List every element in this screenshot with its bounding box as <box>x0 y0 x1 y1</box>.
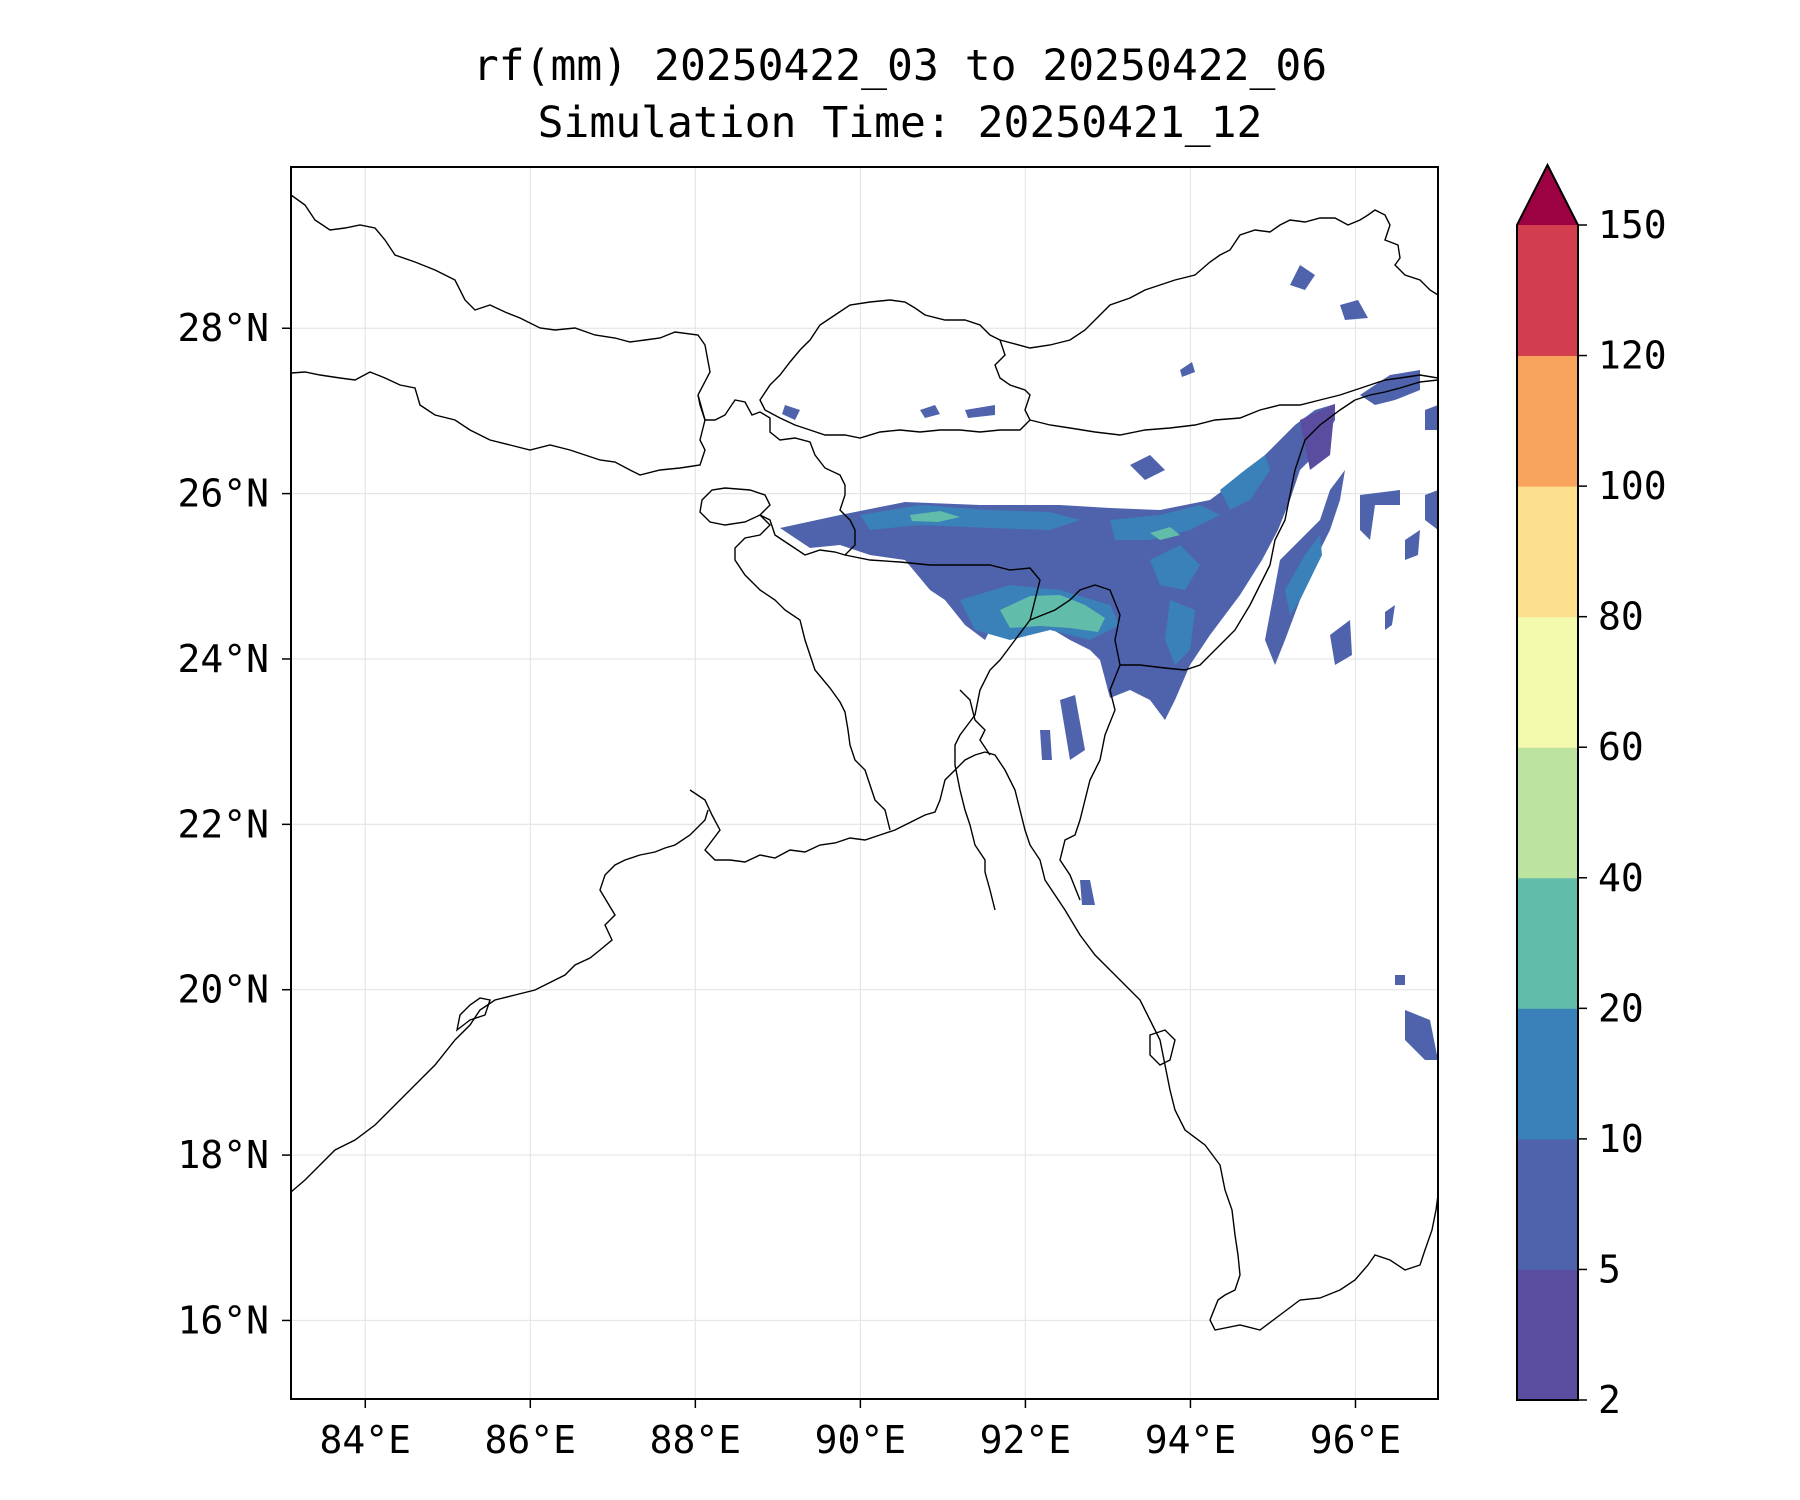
rain-band-5 <box>780 404 1335 720</box>
rain-band-20 <box>1000 595 1105 632</box>
lat-tick-label: 18°N <box>177 1133 269 1177</box>
border-myanmar-china <box>1354 379 1438 401</box>
rain-band-5 <box>1395 975 1405 985</box>
rain-band-5 <box>1330 620 1352 665</box>
coastline-borders <box>291 194 1438 1331</box>
colorbar-tick-label: 10 <box>1598 1117 1644 1161</box>
colorbar-extend-arrow <box>1517 165 1578 225</box>
colorbar: 2 5 10 20 40 60 80 100 120 150 <box>1516 162 1667 1422</box>
rain-band-5 <box>1290 265 1315 290</box>
lon-ticks: 84°E 86°E 88°E 90°E 92°E 94°E 96°E <box>320 1399 1402 1462</box>
colorbar-tick-label: 40 <box>1598 856 1644 900</box>
map-frame <box>290 166 1439 1400</box>
lat-tick-label: 28°N <box>177 306 269 350</box>
colorbar-segment <box>1517 1269 1578 1401</box>
rain-band-5 <box>1405 530 1420 560</box>
border-arunachal <box>999 209 1438 349</box>
colorbar-tick-label: 5 <box>1598 1247 1621 1291</box>
rain-band-5 <box>1080 880 1095 905</box>
coastline-india-east <box>291 809 709 1193</box>
rain-band-5 <box>782 405 800 420</box>
colorbar-outline <box>1516 162 1579 1401</box>
lon-tick-label: 84°E <box>320 1418 412 1462</box>
figure-subtitle: Simulation Time: 20250421_12 <box>537 98 1263 148</box>
rain-band-5 <box>1425 490 1438 530</box>
border-mizoram-myanmar <box>1029 584 1121 901</box>
coast-islands <box>455 997 491 1032</box>
border-manipur-myanmar <box>1120 399 1356 671</box>
lat-tick-label: 20°N <box>177 968 269 1012</box>
lon-tick-label: 96°E <box>1310 1418 1402 1462</box>
rain-band-10 <box>1110 505 1220 540</box>
rain-band-20 <box>910 511 960 522</box>
rain-band-10 <box>1285 535 1322 615</box>
colorbar-segment <box>1517 877 1578 1009</box>
coastline-bengal <box>689 751 986 863</box>
colorbar-segment <box>1517 225 1578 357</box>
colorbar-segment <box>1517 616 1578 748</box>
border-nepal-china <box>291 194 711 396</box>
rain-band-10 <box>1165 600 1195 665</box>
rain-band-5 <box>1360 370 1420 405</box>
border-bangladesh <box>697 394 891 831</box>
rain-band-5 <box>1405 1010 1438 1060</box>
coast-bay-island <box>1149 1029 1176 1066</box>
rain-band-10 <box>860 505 1080 530</box>
lat-tick-label: 16°N <box>177 1298 269 1342</box>
map-gridlines <box>291 167 1438 1399</box>
lon-tick-label: 88°E <box>650 1418 742 1462</box>
lat-tick-label: 26°N <box>177 472 269 516</box>
border-assam-arunachal <box>1029 374 1438 436</box>
rain-band-5 <box>1385 605 1395 630</box>
rain-band-5 <box>1360 490 1400 540</box>
coastline-myanmar <box>984 751 1438 1331</box>
rain-band-5 <box>1180 362 1195 377</box>
lat-tick-label: 22°N <box>177 802 269 846</box>
colorbar-tick-label: 150 <box>1598 203 1667 247</box>
colorbar-tick-label: 80 <box>1598 595 1644 639</box>
colorbar-tick-label: 2 <box>1598 1378 1621 1422</box>
border-tripura <box>959 689 991 756</box>
border-nepal-india <box>291 371 706 476</box>
lon-tick-label: 94°E <box>1145 1418 1237 1462</box>
rain-band-10 <box>1150 545 1200 590</box>
colorbar-tick-label: 60 <box>1598 725 1644 769</box>
rain-band-5 <box>1040 730 1052 760</box>
rainfall-contours <box>780 265 1438 1060</box>
colorbar-segment <box>1517 1138 1578 1270</box>
colorbar-segment <box>1517 486 1578 618</box>
lon-tick-label: 90°E <box>815 1418 907 1462</box>
colorbar-tick-label: 20 <box>1598 986 1644 1030</box>
rain-band-5 <box>1130 455 1165 480</box>
colorbar-tick-label: 120 <box>1598 334 1667 378</box>
rain-band-10 <box>1220 455 1270 510</box>
lat-ticks: 16°N 18°N 20°N 22°N 24°N 26°N 28°N <box>177 306 291 1342</box>
border-bhutan <box>759 299 1031 439</box>
rain-band-5 <box>965 405 995 418</box>
colorbar-tick-label: 100 <box>1598 464 1667 508</box>
figure-title: rf(mm) 20250422_03 to 20250422_06 <box>472 41 1328 91</box>
rain-band-20 <box>1150 527 1180 540</box>
colorbar-segment <box>1517 747 1578 879</box>
lon-tick-label: 86°E <box>485 1418 577 1462</box>
colorbar-segment <box>1517 355 1578 487</box>
rain-band-5 <box>1425 405 1438 430</box>
rain-band-5 <box>920 405 940 418</box>
border-bangladesh-east <box>844 554 1041 911</box>
rain-band-5 <box>1060 695 1085 760</box>
rain-band-5 <box>1340 300 1368 320</box>
lat-tick-label: 24°N <box>177 637 269 681</box>
lon-tick-label: 92°E <box>980 1418 1072 1462</box>
colorbar-segment <box>1517 1008 1578 1140</box>
